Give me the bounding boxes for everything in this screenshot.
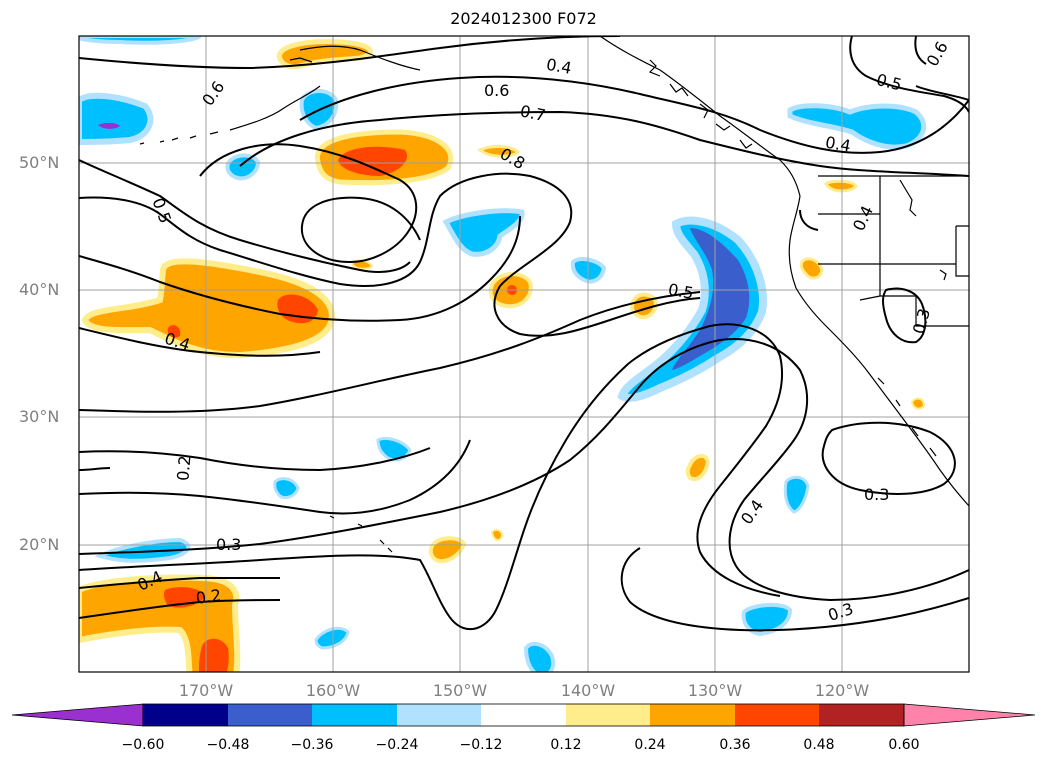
contour-label: 0.3 <box>909 306 934 336</box>
colorbar-segment <box>819 704 904 726</box>
map-title: 2024012300 F072 <box>450 9 597 28</box>
colorbar-segment <box>228 704 312 726</box>
colorbar-tick-label: 0.48 <box>803 737 835 753</box>
colorbar-tick-label: 0.60 <box>888 737 920 753</box>
lon-label: 150°W <box>432 681 488 700</box>
colorbar-segment <box>566 704 650 726</box>
colorbar-segment <box>735 704 819 726</box>
contour-label: 0.3 <box>826 599 856 625</box>
lat-label: 20°N <box>19 535 60 554</box>
colorbar-segment <box>11 703 144 727</box>
colorbar-tick-label: −0.24 <box>375 737 419 753</box>
contour-label: 0.6 <box>484 81 509 100</box>
contour-label: 0.3 <box>216 535 241 554</box>
contour-label: 0.3 <box>864 485 889 504</box>
contour-label: 0.6 <box>198 78 228 110</box>
colorbar-segment <box>312 704 397 726</box>
contour-label: 0.4 <box>849 203 877 234</box>
lon-label: 170°W <box>178 681 234 700</box>
lat-label: 40°N <box>19 280 60 299</box>
colorbar-tick-label: −0.48 <box>206 737 250 753</box>
graticule <box>79 36 969 672</box>
colorbar-tick-label: −0.12 <box>459 737 503 753</box>
contour-label: 0.5 <box>148 195 175 225</box>
colorbar-segment <box>650 704 735 726</box>
contour-label: 0.7 <box>518 101 547 125</box>
colorbar-segment <box>143 704 228 726</box>
lon-label: 130°W <box>687 681 743 700</box>
lon-label: 120°W <box>814 681 870 700</box>
lat-label: 50°N <box>19 153 60 172</box>
colorbar-segment <box>397 704 481 726</box>
colorbar-segment <box>903 703 1036 727</box>
contour-label: 0.5 <box>667 280 695 303</box>
contour-lines <box>79 36 969 632</box>
negative-anomaly-fills <box>79 36 927 672</box>
contour-label: 0.2 <box>195 586 223 608</box>
contour-label: 0.4 <box>824 133 852 156</box>
contour-label: 0.4 <box>737 496 767 528</box>
contour-label: 0.5 <box>874 70 903 95</box>
colorbar-tick-label: 0.24 <box>634 737 666 753</box>
colorbar-tick-label: 0.36 <box>719 737 751 753</box>
lon-label: 160°W <box>305 681 361 700</box>
lon-label: 140°W <box>560 681 616 700</box>
colorbar-tick-label: −0.36 <box>290 737 334 753</box>
colorbar-tick-label: −0.60 <box>121 737 165 753</box>
contour-label: 0.2 <box>173 455 194 482</box>
contour-label: 0.6 <box>923 38 952 70</box>
colorbar <box>11 703 1036 727</box>
colorbar-tick-label: 0.12 <box>550 737 582 753</box>
contour-label: 0.4 <box>545 55 573 78</box>
colorbar-segment <box>481 704 566 726</box>
map-frame <box>78 35 970 673</box>
lat-label: 30°N <box>19 407 60 426</box>
